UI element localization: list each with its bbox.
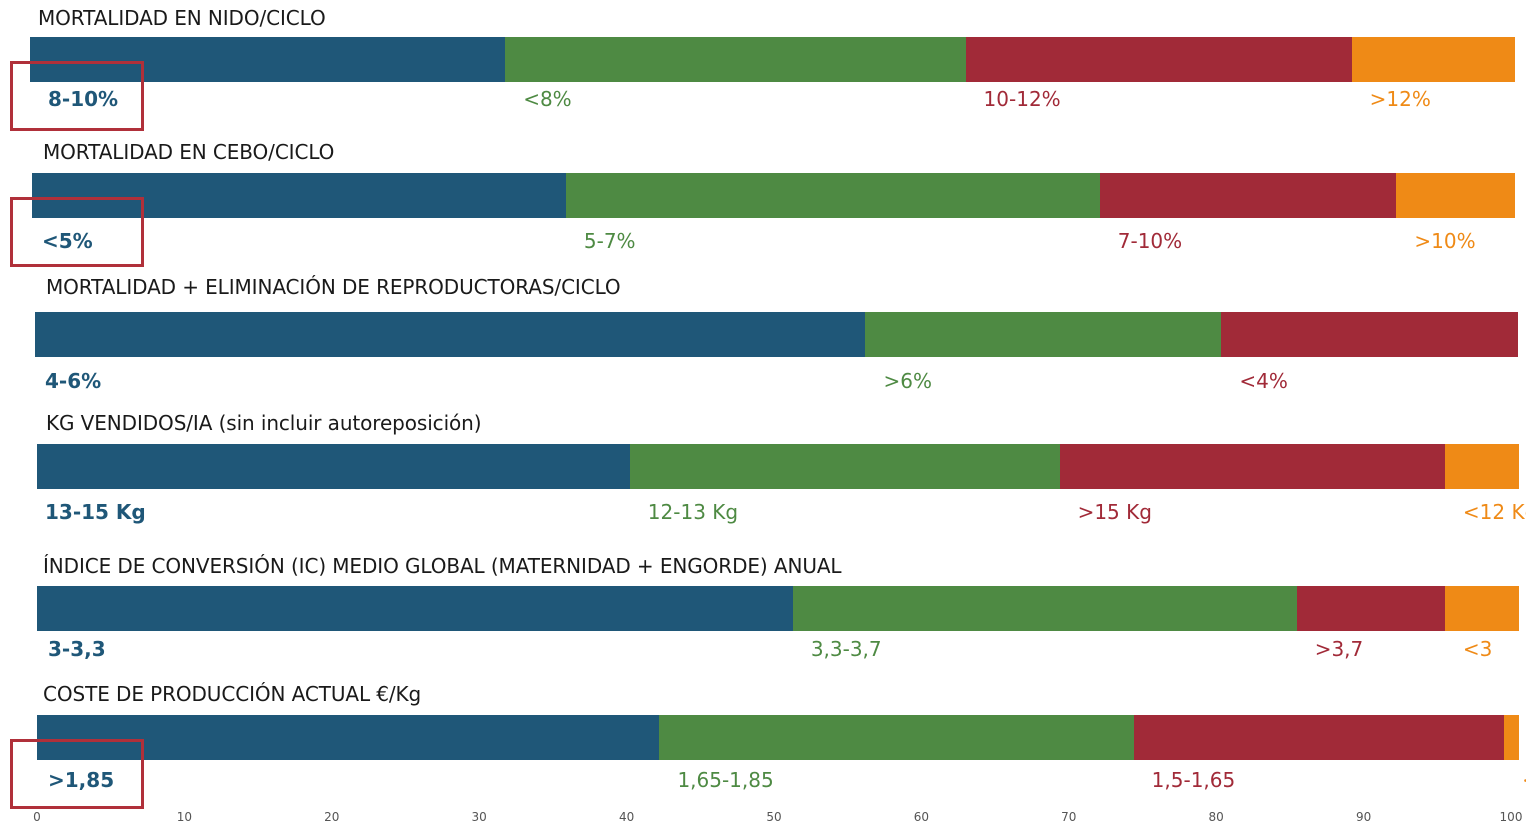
segment-label: 8-10% xyxy=(48,87,119,111)
segment-label: <8% xyxy=(523,87,572,111)
segment-label: 3,3-3,7 xyxy=(810,637,882,661)
bar-segment xyxy=(1444,586,1519,631)
segment-label: >12% xyxy=(1369,87,1431,111)
bar-segment xyxy=(1099,173,1397,218)
segment-label: 1,65-1,85 xyxy=(677,768,774,792)
x-axis-tick-label: 0 xyxy=(33,810,41,824)
bar-segment xyxy=(30,37,506,82)
bar-segment xyxy=(1396,173,1515,218)
segment-label: 4-6% xyxy=(45,369,102,393)
stacked-bar xyxy=(37,586,1519,631)
x-axis-tick-label: 40 xyxy=(618,810,635,824)
segment-label: <1,5 xyxy=(1522,768,1526,792)
x-axis-tick-label: 50 xyxy=(766,810,782,824)
segment-label: 13-15 Kg xyxy=(45,500,146,524)
segment-label: >1,85 xyxy=(48,768,115,792)
stacked-bar xyxy=(32,173,1515,218)
bar-segment xyxy=(565,173,1100,218)
chart-title: MORTALIDAD + ELIMINACIÓN DE REPRODUCTORA… xyxy=(46,275,621,299)
x-axis-tick-label: 70 xyxy=(1061,810,1077,824)
bar-segment xyxy=(659,715,1134,760)
chart-title: KG VENDIDOS/IA (sin incluir autoreposici… xyxy=(46,411,482,435)
stacked-bar xyxy=(37,715,1519,760)
x-axis-tick-label: 10 xyxy=(176,810,193,824)
segment-label: <5% xyxy=(42,229,93,253)
chart-title: MORTALIDAD EN CEBO/CICLO xyxy=(43,140,335,164)
x-axis-tick-label: 20 xyxy=(324,810,340,824)
bar-segment xyxy=(629,444,1060,489)
segment-label: 5-7% xyxy=(583,229,636,253)
segment-label: >3,7 xyxy=(1314,637,1364,661)
bar-segment xyxy=(1351,37,1515,82)
chart-title: ÍNDICE DE CONVERSIÓN (IC) MEDIO GLOBAL (… xyxy=(43,554,842,578)
bar-segment xyxy=(865,312,1222,357)
x-axis-tick-label: 30 xyxy=(471,810,487,824)
highlight-box xyxy=(10,61,144,131)
segment-label: 7-10% xyxy=(1117,229,1183,253)
bar-segment xyxy=(1504,715,1519,760)
stacked-bar xyxy=(37,444,1519,489)
bar-segment xyxy=(1296,586,1445,631)
bar-segment xyxy=(505,37,966,82)
bar-segment xyxy=(32,173,566,218)
stacked-bar xyxy=(30,37,1515,82)
chart-title: COSTE DE PRODUCCIÓN ACTUAL €/Kg xyxy=(43,682,422,706)
bar-segment xyxy=(37,444,630,489)
segment-label: >10% xyxy=(1414,229,1476,253)
bar-segment xyxy=(1133,715,1505,760)
bar-segment xyxy=(1444,444,1519,489)
bar-segment xyxy=(1221,312,1518,357)
segment-label: >15 Kg xyxy=(1077,500,1152,524)
highlight-box xyxy=(10,739,144,809)
segment-label: 3-3,3 xyxy=(48,637,106,661)
x-axis-tick-label: 60 xyxy=(913,810,930,824)
bar-segment xyxy=(792,586,1297,631)
bar-segment xyxy=(35,312,866,357)
segment-label: <4% xyxy=(1239,369,1288,393)
stacked-bar xyxy=(35,312,1518,357)
segment-label: 10-12% xyxy=(983,87,1061,111)
segment-label: 12-13 Kg xyxy=(647,500,739,524)
segment-label: <3 xyxy=(1462,637,1493,661)
segment-label: >6% xyxy=(883,369,932,393)
x-axis-tick-label: 100 xyxy=(1499,810,1523,824)
segment-label: <12 Kg xyxy=(1462,500,1526,524)
bar-segment xyxy=(37,715,660,760)
x-axis-tick-label: 80 xyxy=(1208,810,1224,824)
chart-title: MORTALIDAD EN NIDO/CICLO xyxy=(38,6,326,30)
highlight-box xyxy=(10,197,144,267)
bar-segment xyxy=(1059,444,1445,489)
x-axis-tick-label: 90 xyxy=(1355,810,1372,824)
segment-label: 1,5-1,65 xyxy=(1151,768,1236,792)
bar-segment xyxy=(965,37,1352,82)
bar-segment xyxy=(37,586,793,631)
